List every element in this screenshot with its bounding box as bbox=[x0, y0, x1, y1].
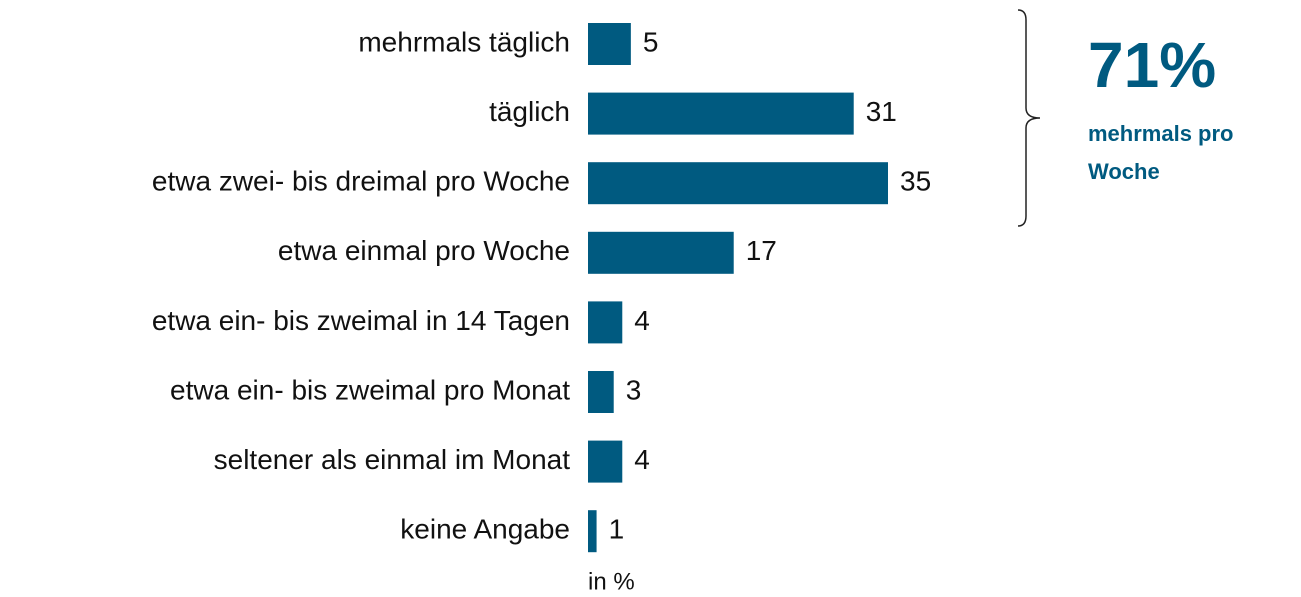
category-label: etwa zwei- bis dreimal pro Woche bbox=[152, 166, 570, 197]
value-label: 17 bbox=[746, 235, 777, 266]
value-label: 5 bbox=[643, 26, 659, 57]
value-label: 1 bbox=[609, 514, 625, 545]
annotation-value: 71% bbox=[1088, 29, 1216, 101]
bar bbox=[588, 371, 614, 413]
annotation-text: mehrmals pro Woche bbox=[1088, 121, 1234, 184]
bracket bbox=[1017, 9, 1041, 227]
bar bbox=[588, 301, 623, 344]
value-label: 31 bbox=[866, 96, 897, 127]
bar bbox=[588, 162, 888, 205]
bar bbox=[588, 23, 631, 65]
value-label: 3 bbox=[626, 374, 642, 405]
category-label: seltener als einmal im Monat bbox=[214, 444, 571, 475]
value-label: 4 bbox=[634, 305, 650, 336]
bar bbox=[588, 510, 597, 553]
bar bbox=[588, 231, 734, 274]
category-label: etwa einmal pro Woche bbox=[278, 235, 570, 266]
value-label: 4 bbox=[634, 444, 650, 475]
value-label: 35 bbox=[900, 166, 931, 197]
category-label: etwa ein- bis zweimal pro Monat bbox=[170, 374, 570, 405]
category-label: keine Angabe bbox=[400, 514, 570, 545]
unit-label: in % bbox=[588, 568, 635, 595]
bar bbox=[588, 440, 623, 483]
category-label: mehrmals täglich bbox=[358, 26, 570, 57]
category-label: täglich bbox=[489, 96, 570, 127]
bar bbox=[588, 92, 854, 135]
category-label: etwa ein- bis zweimal in 14 Tagen bbox=[152, 305, 570, 336]
